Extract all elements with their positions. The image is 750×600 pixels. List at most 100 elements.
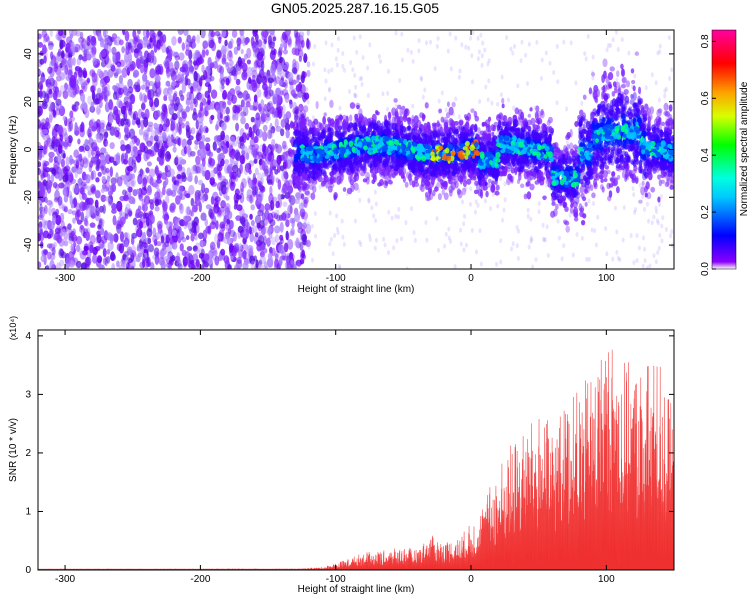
spectrogram-cell	[281, 212, 287, 221]
spectrogram-cell	[548, 60, 552, 66]
spectrogram-cell	[303, 199, 308, 209]
spectrogram-cell	[288, 99, 293, 105]
spectrogram-cell	[241, 132, 247, 144]
spectrogram-cell	[166, 153, 172, 160]
spectrogram-cell	[387, 250, 391, 256]
spectrogram-cell	[435, 44, 439, 50]
spectrogram-cell	[496, 101, 500, 107]
spectrogram-cell	[587, 256, 591, 262]
spectrogram-cell	[244, 231, 249, 238]
spectrogram-cell	[284, 242, 289, 253]
spectrogram-cell	[467, 45, 471, 51]
spectrogram-cell	[47, 76, 52, 84]
spectrogram-cell	[281, 151, 288, 162]
spectrogram-cell	[285, 256, 291, 266]
spectrogram-cell	[283, 113, 288, 123]
spectrogram-cell	[236, 43, 241, 51]
spectrogram-cell	[174, 55, 180, 61]
spectrogram-cell	[240, 116, 246, 125]
spectrogram-cell	[44, 220, 51, 226]
spectrogram-cell	[608, 43, 612, 49]
spectrogram-cell	[222, 146, 229, 154]
spectrogram-cell	[196, 34, 201, 44]
spectrogram-cell	[657, 108, 663, 114]
spectrogram-cell	[142, 174, 149, 184]
spectrogram-cell	[38, 52, 42, 59]
spectrogram-cell	[271, 247, 276, 257]
spectrogram-cell	[584, 201, 588, 207]
spectrogram-cell	[276, 214, 281, 222]
spectrogram-cell	[470, 53, 474, 59]
spectrogram-cell	[50, 173, 55, 183]
spectrogram-cell	[132, 146, 138, 152]
spectrogram-cell	[530, 237, 534, 243]
spectrogram-cell	[242, 69, 248, 78]
spectrogram-cell	[100, 49, 107, 58]
spectrogram-cell	[284, 122, 291, 132]
spectrogram-cell	[67, 137, 72, 148]
spectrogram-cell	[88, 132, 92, 139]
spectrogram-cell	[306, 61, 311, 68]
spectrogram-cell	[116, 62, 122, 70]
spectrogram-cell	[349, 60, 353, 66]
spectrogram-cell	[590, 227, 594, 233]
spectrogram-cell	[516, 228, 520, 234]
spectrogram-cell	[236, 256, 242, 265]
spectrogram-cell	[102, 69, 109, 81]
spectrogram-cell	[499, 259, 503, 265]
spectrogram-cell	[333, 232, 337, 238]
spectrogram-cell	[89, 222, 96, 228]
spectrogram-cell	[210, 31, 216, 38]
spectrogram-cell	[257, 235, 265, 245]
spectrogram-cell	[111, 208, 117, 214]
spectrogram-cell	[139, 168, 144, 176]
spectrogram-cell	[191, 42, 197, 49]
spectrogram-cell	[354, 84, 358, 90]
spectrogram-cell	[176, 137, 181, 146]
spectrogram-cell	[190, 86, 194, 94]
spectrogram-cell	[252, 124, 257, 132]
spectrogram-cell	[107, 185, 114, 196]
spectrogram-cell	[78, 145, 85, 153]
spectrogram-cell	[235, 194, 242, 200]
spectrogram-cell	[268, 89, 274, 97]
spectrogram-cell	[186, 34, 192, 43]
spectrogram-cell	[212, 249, 218, 257]
spectrogram-cell	[243, 168, 249, 176]
spectrogram-cell	[43, 144, 48, 155]
spectrogram-cell	[271, 144, 275, 152]
spectrogram-cell	[409, 206, 413, 212]
spectrogram-cell	[38, 105, 43, 117]
spectrogram-cell	[240, 149, 246, 156]
spectrogram-cell	[162, 242, 167, 250]
spectrogram-cell	[63, 68, 69, 80]
spectrogram-cell	[193, 70, 198, 82]
spectrogram-cell	[137, 79, 141, 86]
spectrogram-cell	[562, 39, 566, 45]
spectrogram-cell	[52, 137, 59, 148]
spectrogram-cell	[113, 126, 118, 137]
spectrogram-cell	[223, 159, 230, 165]
spectrogram-cell	[306, 99, 310, 105]
spectrogram-cell	[202, 40, 209, 49]
spectrogram-cell	[335, 226, 339, 232]
spectrogram-cell	[499, 238, 503, 244]
spectrogram-cell	[47, 251, 52, 260]
spectrogram-cell	[490, 100, 494, 106]
spectrogram-cell	[594, 242, 598, 248]
spectrogram-cell	[500, 74, 504, 80]
spectrogram-cell	[423, 87, 427, 93]
spectrogram-cell	[123, 194, 129, 202]
spectrogram-cell	[48, 205, 52, 216]
spectrogram-cell	[574, 196, 580, 205]
spectrogram-cell	[352, 35, 356, 41]
spectrogram-cell	[46, 243, 53, 249]
spectrogram-cell	[602, 58, 608, 68]
spectrogram-cell	[274, 168, 279, 175]
spectrogram-cell	[267, 129, 273, 140]
spectrogram-cell	[503, 181, 507, 187]
spectrogram-cell	[373, 189, 377, 195]
spectrogram-cell	[157, 223, 163, 235]
spectrogram-cell	[54, 227, 61, 235]
